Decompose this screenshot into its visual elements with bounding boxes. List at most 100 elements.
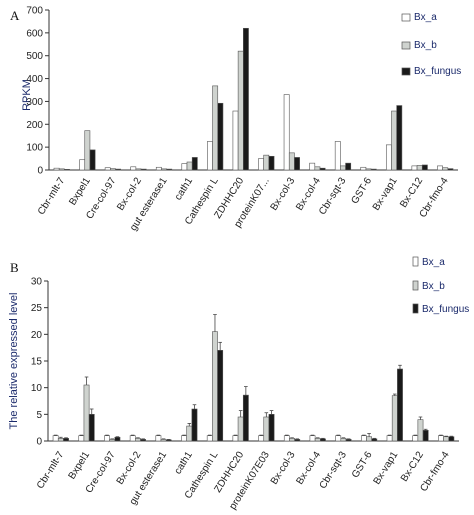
bar-bx-b	[340, 165, 346, 171]
y-tick-label: 15	[31, 357, 43, 368]
legend-label: Bx_a	[422, 257, 445, 268]
bar-bx-fungus	[242, 394, 249, 442]
bar-bx-b	[186, 425, 193, 442]
x-tick-label: Bx-vap1	[372, 449, 401, 486]
x-tick-label: GST-6	[350, 449, 375, 480]
bar-bx-fungus	[165, 439, 172, 442]
bar-bx-a	[79, 159, 86, 171]
y-tick-label: 100	[26, 143, 43, 154]
y-tick-label: 30	[31, 277, 43, 288]
bar-bx-fungus	[63, 438, 69, 442]
bar-bx-a	[206, 435, 213, 442]
bar-bx-b	[110, 168, 116, 171]
y-axis-title: The relative expressed level	[8, 293, 20, 430]
bar-bx-fungus	[166, 168, 173, 171]
bar-bx-b	[314, 166, 321, 171]
y-tick-label: 500	[26, 51, 43, 62]
bar-bx-a	[386, 435, 393, 442]
bar-bx-a	[181, 163, 188, 171]
bar-bx-fungus	[397, 368, 403, 442]
y-tick-label: 700	[26, 6, 43, 17]
bar-bx-b	[237, 50, 244, 171]
bar-bx-fungus	[294, 157, 300, 171]
panel-letter: B	[10, 260, 19, 275]
bar-bx-fungus	[345, 439, 352, 442]
x-tick-label: Bxpel1	[67, 175, 93, 207]
bar-bx-b	[442, 167, 449, 171]
bar-bx-b	[391, 110, 397, 171]
bar-bx-fungus	[64, 169, 70, 171]
bar-bx-b	[161, 168, 167, 171]
bar-bx-a	[412, 435, 419, 442]
bar-bx-a	[207, 141, 213, 171]
bar-bx-a	[334, 141, 341, 171]
y-axis-title: RPKM	[21, 79, 33, 111]
bar-bx-a	[155, 435, 162, 442]
legend-label: Bx_fungus	[422, 304, 469, 315]
bar-bx-a	[232, 435, 239, 442]
bar-bx-a	[360, 435, 367, 442]
y-tick-label: 0	[37, 166, 43, 177]
legend-swatch	[412, 256, 419, 267]
bar-bx-b	[58, 168, 65, 171]
bar-bx-fungus	[370, 168, 377, 171]
bar-bx-fungus	[115, 168, 122, 171]
bar-bx-b	[237, 416, 244, 442]
bar-bx-fungus	[319, 167, 326, 171]
y-tick-label: 300	[26, 97, 43, 108]
bar-bx-fungus	[89, 149, 96, 171]
bar-bx-fungus	[217, 102, 224, 171]
bar-bx-b	[263, 416, 270, 442]
bar-bx-fungus	[371, 438, 378, 442]
bar-bx-b	[109, 439, 116, 442]
bar-bx-fungus	[268, 414, 275, 442]
legend-swatch	[401, 13, 411, 22]
bar-bx-b	[366, 436, 372, 442]
bar-bx-a	[283, 94, 290, 171]
y-tick-label: 25	[31, 303, 43, 314]
bar-bx-fungus	[191, 157, 198, 171]
panel-a: A RPKM 0 100 200 300 400 500 600 700 Cbr-mlt-7 Bxpe…	[10, 6, 461, 233]
bar-bx-a	[155, 166, 162, 171]
x-tick-label: Bx-vap1	[371, 175, 400, 212]
panel-letter: A	[10, 8, 20, 23]
bar-bx-b	[135, 168, 142, 171]
bar-bx-b	[289, 438, 295, 442]
x-tick-label: Bxpel1	[67, 449, 93, 481]
y-tick-label: 5	[36, 410, 42, 421]
bar-bx-a	[335, 435, 342, 442]
bar-bx-b	[212, 331, 218, 442]
bar-bx-a	[309, 162, 316, 171]
bar-bx-a	[437, 165, 443, 171]
bar-bx-a	[52, 435, 59, 442]
bar-bx-b	[263, 154, 270, 171]
bar-bx-b	[340, 438, 347, 442]
bar-bx-a	[104, 167, 111, 171]
y-tick-label: 20	[31, 330, 43, 341]
legend-label: Bx_fungus	[414, 66, 461, 77]
y-tick-label: 600	[26, 28, 43, 39]
bar-bx-a	[385, 144, 392, 171]
bar-bx-b	[135, 438, 141, 442]
bar-bx-b	[160, 439, 167, 442]
legend-swatch	[401, 67, 411, 76]
bar-bx-a	[129, 435, 136, 442]
bar-bx-fungus	[191, 408, 198, 442]
bar-bx-b	[416, 165, 423, 171]
y-tick-label: 10	[31, 383, 43, 394]
bar-bx-fungus	[421, 164, 428, 171]
bar-bx-b	[186, 161, 193, 171]
bar-bx-fungus	[320, 438, 326, 442]
bar-bx-a	[53, 167, 60, 171]
y-tick-label: 200	[26, 120, 43, 131]
bar-bx-fungus	[448, 436, 455, 442]
bar-bx-fungus	[140, 168, 147, 171]
legend-label: Bx_b	[414, 40, 437, 51]
x-tick-label: cath1	[173, 449, 196, 476]
legend-swatch	[412, 280, 419, 291]
bar-bx-a	[78, 435, 85, 442]
bar-bx-fungus	[88, 414, 95, 442]
bar-bx-a	[411, 165, 418, 171]
legend-swatch	[412, 303, 419, 314]
legend-swatch	[401, 41, 411, 50]
